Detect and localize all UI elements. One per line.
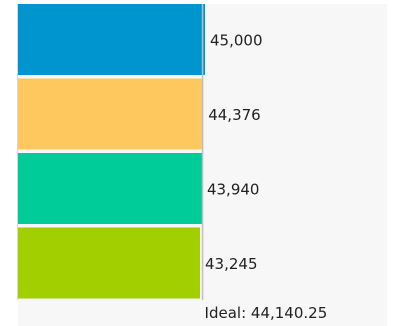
bar-4 — [18, 227, 200, 299]
bar-2 — [18, 78, 204, 150]
ideal-reference-label: Ideal: 44,140.25 — [205, 304, 328, 322]
bar-value-label-3: 43,940 — [207, 181, 259, 199]
bar-value-label-4: 43,245 — [205, 255, 258, 273]
bar-3 — [18, 153, 202, 224]
bar-value-label-1: 45,000 — [210, 32, 263, 50]
bar-1 — [18, 4, 205, 75]
bar-value-label-2: 44,376 — [208, 106, 261, 124]
